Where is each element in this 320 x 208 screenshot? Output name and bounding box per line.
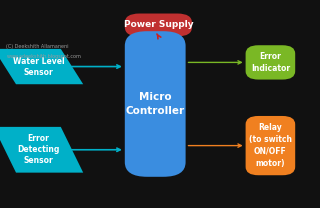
Text: Error
Detecting
Sensor: Error Detecting Sensor	[17, 134, 60, 165]
FancyBboxPatch shape	[246, 116, 295, 175]
Polygon shape	[0, 49, 83, 84]
Text: Power Supply: Power Supply	[124, 20, 193, 30]
FancyBboxPatch shape	[125, 31, 186, 177]
Text: Micro
Controller: Micro Controller	[126, 92, 185, 116]
Text: www.adeekshith.blogspot.com: www.adeekshith.blogspot.com	[6, 54, 81, 59]
Text: Error
Indicator: Error Indicator	[251, 52, 290, 73]
FancyBboxPatch shape	[125, 14, 192, 36]
Text: (C) Deekshith Allamaneni: (C) Deekshith Allamaneni	[6, 44, 69, 49]
Text: Relay
(to switch
ON/OFF
motor): Relay (to switch ON/OFF motor)	[249, 123, 292, 168]
FancyBboxPatch shape	[246, 45, 295, 79]
Text: Water Level
Sensor: Water Level Sensor	[12, 57, 64, 77]
Polygon shape	[0, 127, 83, 173]
